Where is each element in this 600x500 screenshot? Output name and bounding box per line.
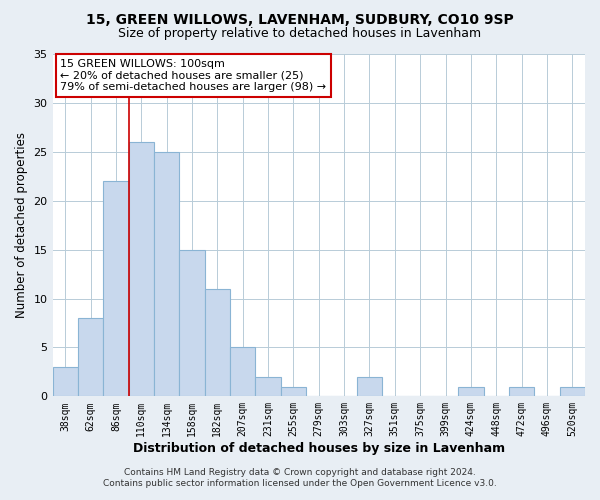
Bar bbox=[154, 152, 179, 396]
Text: 15 GREEN WILLOWS: 100sqm
← 20% of detached houses are smaller (25)
79% of semi-d: 15 GREEN WILLOWS: 100sqm ← 20% of detach… bbox=[60, 59, 326, 92]
Text: Size of property relative to detached houses in Lavenham: Size of property relative to detached ho… bbox=[118, 28, 482, 40]
Bar bbox=[78, 318, 103, 396]
Bar bbox=[53, 367, 78, 396]
Text: 15, GREEN WILLOWS, LAVENHAM, SUDBURY, CO10 9SP: 15, GREEN WILLOWS, LAVENHAM, SUDBURY, CO… bbox=[86, 12, 514, 26]
Bar bbox=[509, 386, 534, 396]
Bar bbox=[230, 348, 256, 397]
Bar bbox=[179, 250, 205, 396]
Bar bbox=[357, 377, 382, 396]
Y-axis label: Number of detached properties: Number of detached properties bbox=[15, 132, 28, 318]
Bar bbox=[256, 377, 281, 396]
Bar bbox=[458, 386, 484, 396]
X-axis label: Distribution of detached houses by size in Lavenham: Distribution of detached houses by size … bbox=[133, 442, 505, 455]
Bar bbox=[281, 386, 306, 396]
Bar bbox=[128, 142, 154, 397]
Bar bbox=[560, 386, 585, 396]
Bar bbox=[205, 288, 230, 397]
Bar bbox=[103, 181, 128, 396]
Text: Contains HM Land Registry data © Crown copyright and database right 2024.
Contai: Contains HM Land Registry data © Crown c… bbox=[103, 468, 497, 487]
